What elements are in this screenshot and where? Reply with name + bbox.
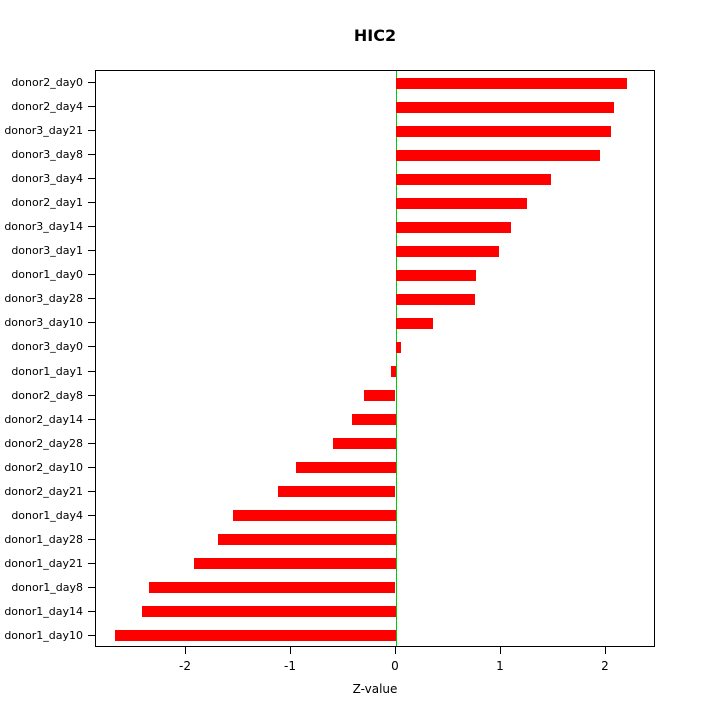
- y-axis-tick: [88, 106, 95, 107]
- y-axis-label: donor2_day14: [4, 413, 83, 426]
- bar: [396, 342, 401, 353]
- y-axis-label: donor3_day21: [4, 124, 83, 137]
- y-axis-tick: [88, 611, 95, 612]
- x-axis-tick: [395, 647, 396, 654]
- x-axis-tick-label: -2: [179, 659, 191, 673]
- y-axis-tick: [88, 371, 95, 372]
- y-axis-tick: [88, 130, 95, 131]
- x-axis-tick: [290, 647, 291, 654]
- y-axis-label: donor3_day8: [11, 148, 83, 161]
- y-axis-label: donor1_day0: [11, 268, 83, 281]
- y-axis-tick: [88, 563, 95, 564]
- y-axis-label: donor3_day28: [4, 292, 83, 305]
- y-axis-tick: [88, 539, 95, 540]
- y-axis-tick: [88, 322, 95, 323]
- y-axis-tick: [88, 443, 95, 444]
- bar: [352, 414, 396, 425]
- x-axis-tick: [185, 647, 186, 654]
- zero-reference-line: [396, 71, 397, 646]
- y-axis-tick: [88, 419, 95, 420]
- y-axis-tick: [88, 467, 95, 468]
- bar: [396, 222, 511, 233]
- bar: [296, 462, 396, 473]
- y-axis-label: donor2_day4: [11, 100, 83, 113]
- y-axis-tick: [88, 515, 95, 516]
- bar: [194, 558, 396, 569]
- y-axis-tick: [88, 154, 95, 155]
- y-axis-tick: [88, 82, 95, 83]
- y-axis-label: donor2_day28: [4, 437, 83, 450]
- bar: [142, 606, 396, 617]
- x-axis-tick-label: 0: [391, 659, 399, 673]
- bar: [396, 102, 614, 113]
- bar: [391, 366, 396, 377]
- bar: [396, 78, 627, 89]
- y-axis-label: donor3_day0: [11, 340, 83, 353]
- bar: [396, 150, 600, 161]
- x-axis-title: Z-value: [352, 682, 398, 696]
- y-axis-label: donor3_day1: [11, 244, 83, 257]
- x-axis-tick-label: -1: [284, 659, 296, 673]
- y-axis-tick: [88, 346, 95, 347]
- bar: [396, 246, 499, 257]
- y-axis-tick: [88, 226, 95, 227]
- bar: [364, 390, 395, 401]
- y-axis-label: donor1_day28: [4, 533, 83, 546]
- y-axis-label: donor1_day10: [4, 629, 83, 642]
- bar: [149, 582, 395, 593]
- y-axis-label: donor3_day4: [11, 172, 83, 185]
- y-axis-tick: [88, 202, 95, 203]
- x-axis-tick-label: 2: [601, 659, 609, 673]
- y-axis-tick: [88, 274, 95, 275]
- y-axis-label: donor2_day1: [11, 196, 83, 209]
- bar: [396, 126, 611, 137]
- y-axis-label: donor1_day1: [11, 365, 83, 378]
- y-axis-label: donor2_day8: [11, 389, 83, 402]
- bar: [396, 318, 433, 329]
- bar: [396, 174, 551, 185]
- y-axis-label: donor2_day0: [11, 76, 83, 89]
- bar: [396, 198, 527, 209]
- bar: [278, 486, 395, 497]
- x-axis-tick: [500, 647, 501, 654]
- bar: [115, 630, 396, 641]
- bar: [396, 294, 475, 305]
- bar: [333, 438, 396, 449]
- bar: [233, 510, 396, 521]
- x-axis-tick: [605, 647, 606, 654]
- y-axis-tick: [88, 635, 95, 636]
- bar: [396, 270, 476, 281]
- y-axis-label: donor1_day4: [11, 509, 83, 522]
- y-axis-label: donor1_day21: [4, 557, 83, 570]
- y-axis-label: donor1_day14: [4, 605, 83, 618]
- y-axis-label: donor3_day14: [4, 220, 83, 233]
- plot-area: [95, 70, 655, 647]
- y-axis-tick: [88, 491, 95, 492]
- y-axis-tick: [88, 395, 95, 396]
- y-axis-label: donor2_day10: [4, 461, 83, 474]
- y-axis-tick: [88, 178, 95, 179]
- y-axis-tick: [88, 298, 95, 299]
- x-axis-tick-label: 1: [496, 659, 504, 673]
- y-axis-label: donor3_day10: [4, 316, 83, 329]
- y-axis-tick: [88, 587, 95, 588]
- bar: [218, 534, 396, 545]
- y-axis-label: donor2_day21: [4, 485, 83, 498]
- chart-title: HIC2: [353, 26, 397, 45]
- y-axis-tick: [88, 250, 95, 251]
- y-axis-label: donor1_day8: [11, 581, 83, 594]
